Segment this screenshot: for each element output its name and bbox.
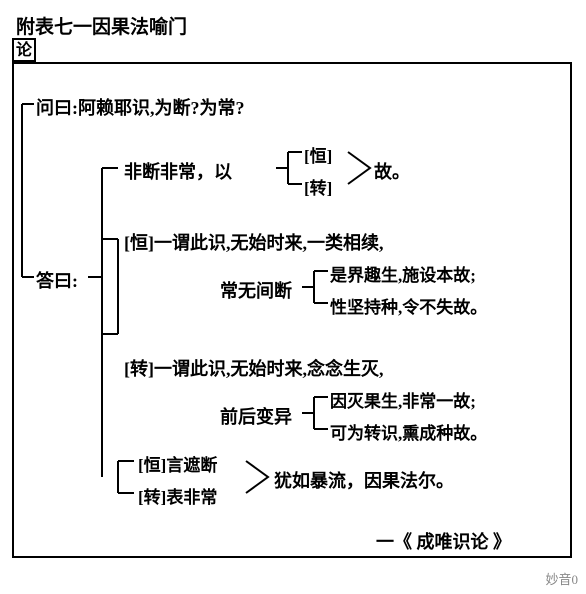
connector-lines [0,0,586,594]
branch2-item-1: 是界趣生,施设本故; [330,261,476,286]
branch3-item-2: 可为转识,熏成种故。 [330,419,487,444]
branch4-tail: 犹如暴流，因果法尔。 [274,467,454,493]
branch1-tail: 故。 [374,158,410,184]
branch4-item-2: [转]表非常 [138,483,217,508]
branch2-sublabel: 常无间断 [220,277,292,303]
answer-label: 答曰: [36,267,78,293]
branch1-item-zhuan: [转] [304,174,332,199]
branch3-label: [转]一谓此识,无始时来,念念生灭, [124,355,384,381]
watermark: 妙音0 [545,569,578,588]
branch1-label: 非断非常，以 [124,158,232,184]
branch4-item-1: [恒]言遮断 [138,451,217,476]
question-text: 问曰:阿赖耶识,为断?为常? [36,94,245,120]
branch2-item-2: 性坚持种,令不失故。 [330,293,487,318]
branch1-item-heng: [恒] [304,142,332,167]
branch3-sublabel: 前后变异 [220,403,292,429]
branch2-label: [恒]一谓此识,无始时来,一类相续, [124,229,384,255]
branch3-item-1: 因灭果生,非常一故; [330,387,476,412]
source-citation: 一《 成唯识论 》 [376,528,511,554]
